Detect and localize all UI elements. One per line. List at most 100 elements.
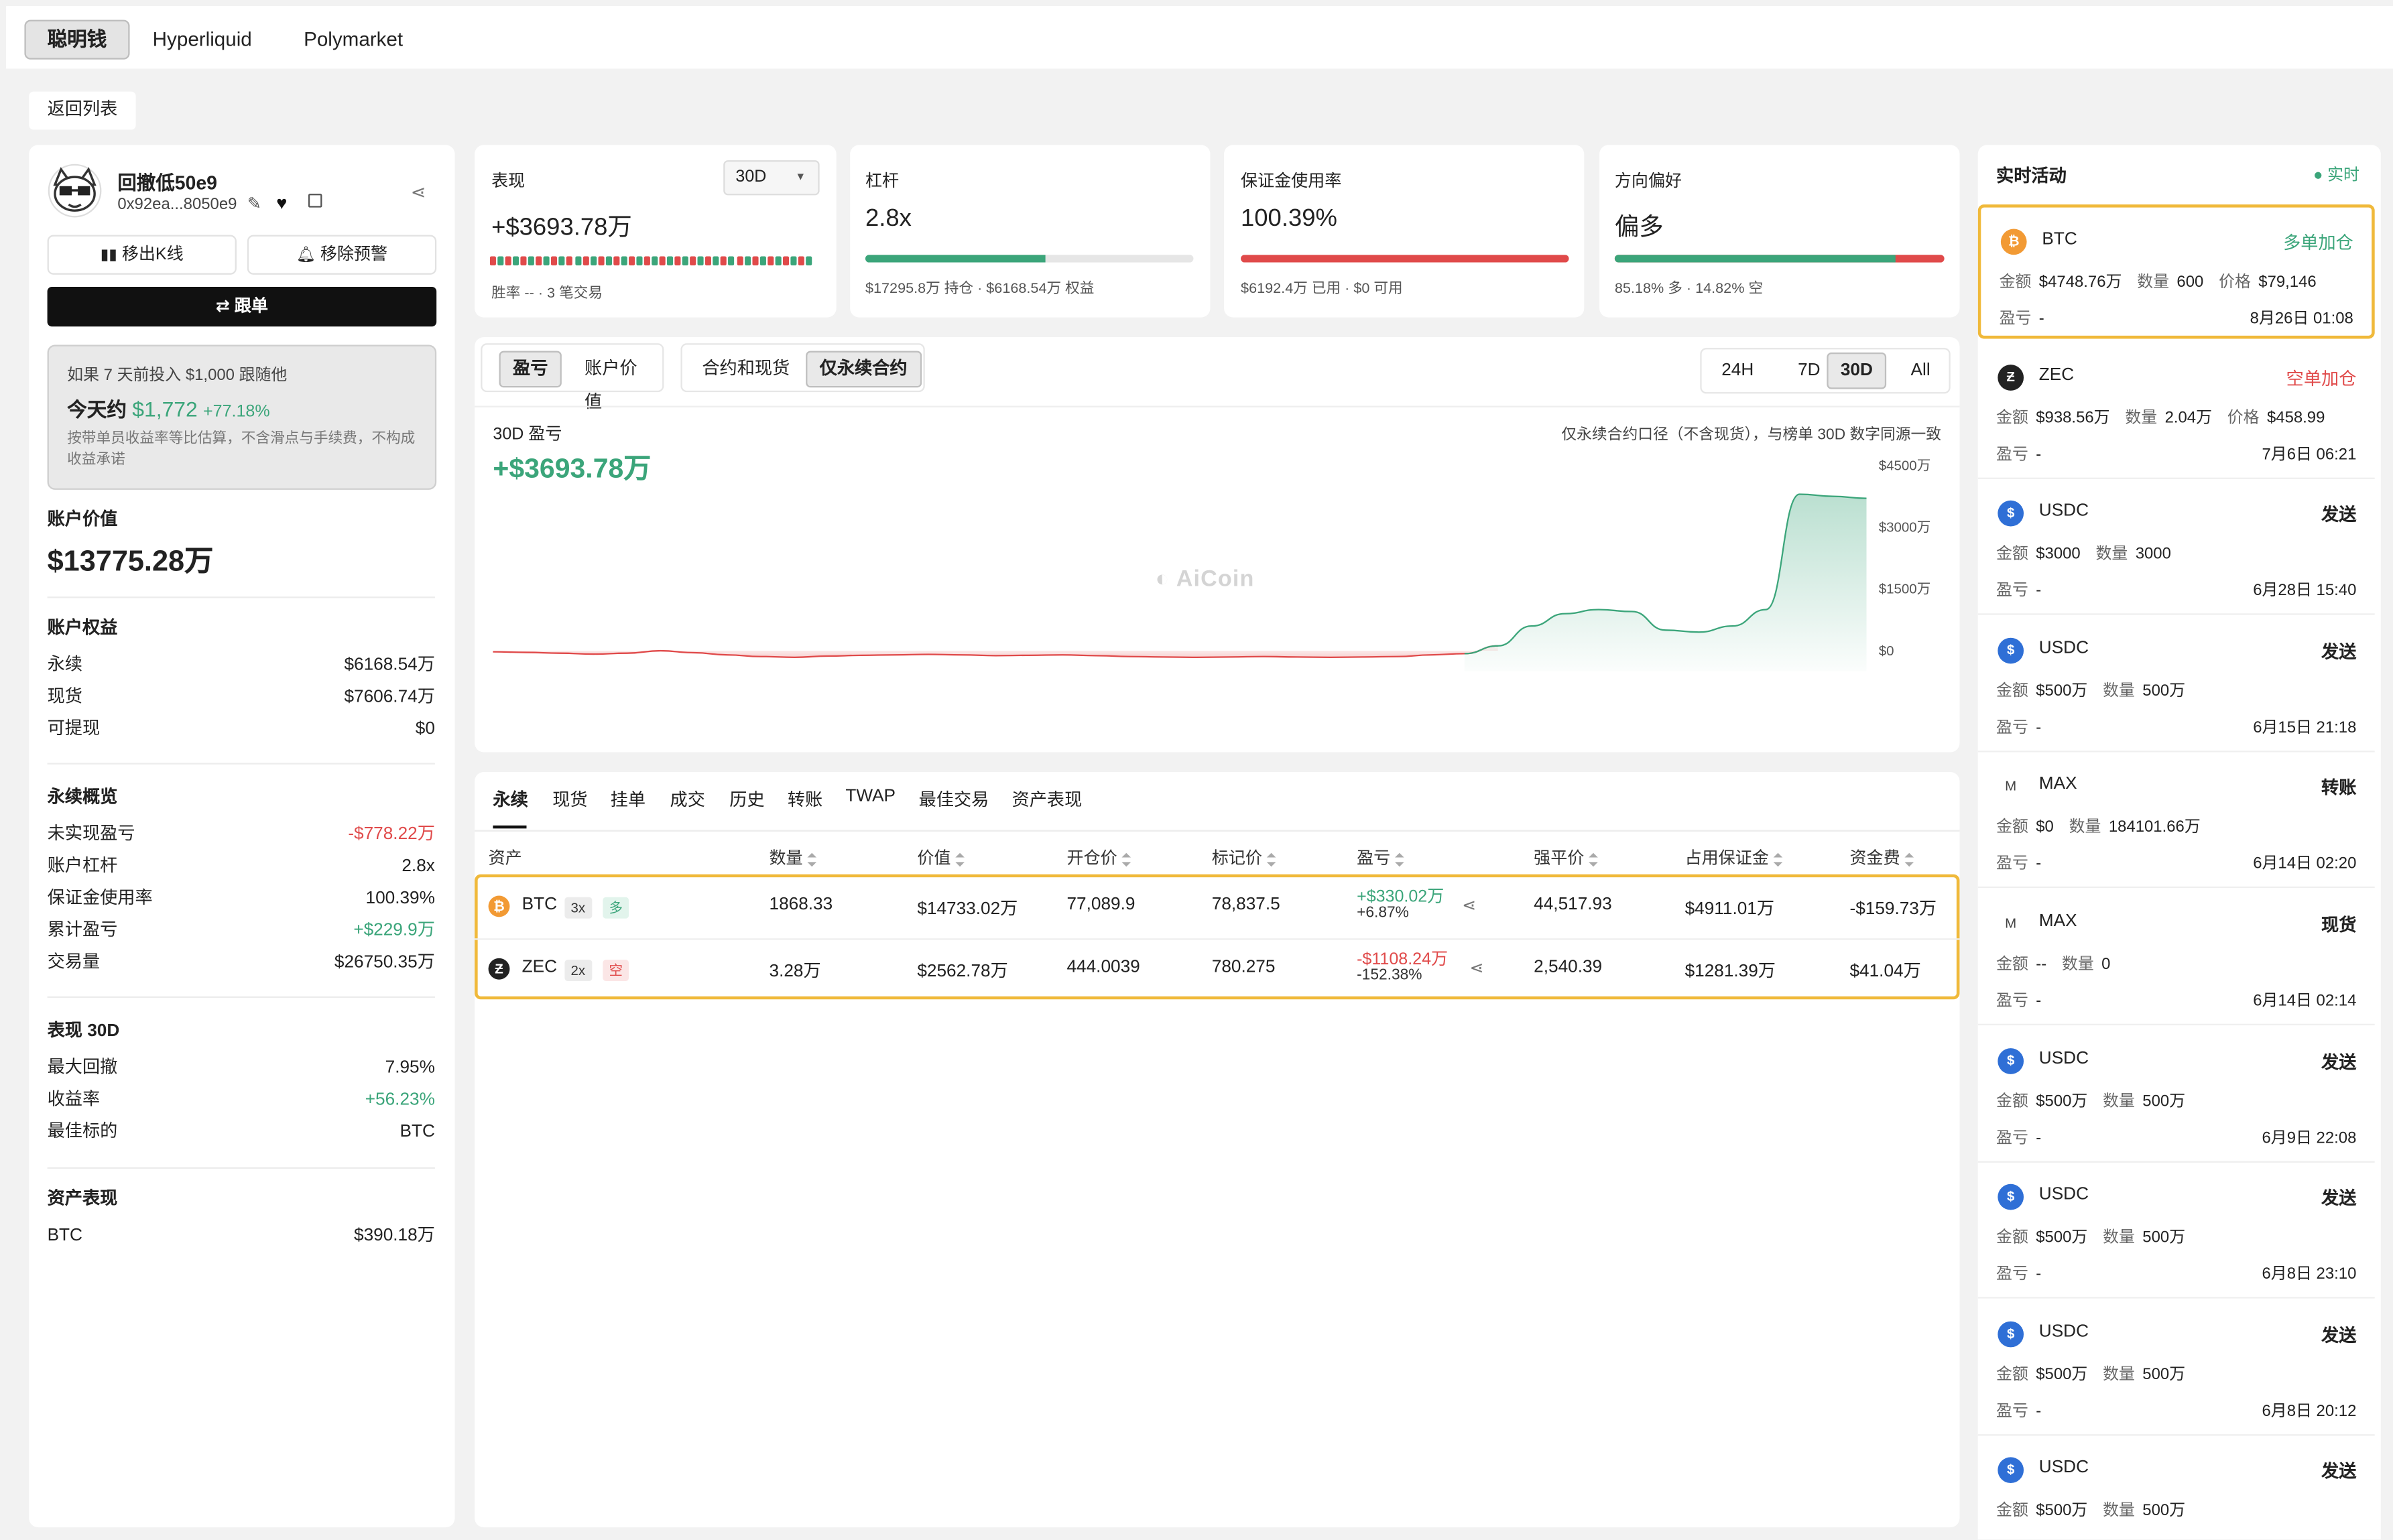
- side-badge: 多: [603, 897, 629, 919]
- activity-pnl: 盈亏 -: [1996, 1399, 2041, 1421]
- remove-alert-button[interactable]: 🔔︎ 移除预警: [247, 235, 437, 275]
- column-header[interactable]: 占用保证金: [1685, 845, 1784, 869]
- heart-icon[interactable]: ♥: [276, 192, 288, 214]
- amount-label: 金额: [1996, 682, 2028, 700]
- copy-icon[interactable]: [308, 194, 322, 208]
- margin-cell: $4911.01万: [1684, 900, 1775, 919]
- table-row[interactable]: Ƶ ZEC 2x 空 3.28万 $2562.78万 444.0039 780.275 -$11…: [475, 938, 1959, 999]
- tab-perp-only[interactable]: 仅永续合约: [806, 350, 922, 388]
- position-tab[interactable]: 最佳交易: [918, 791, 989, 810]
- overview-row-cumulative: 累计盈亏 +$229.9万: [47, 921, 435, 940]
- win-loss-segment: [759, 256, 766, 266]
- column-header[interactable]: 开仓价: [1066, 845, 1132, 869]
- activity-details: 金额 $500万 数量 500万: [1996, 1089, 2201, 1112]
- activity-item[interactable]: $ USDC 发送 金额 $500万 数量 500万 盈亏 - 6月8日 23:10: [1977, 1163, 2375, 1299]
- amount-label: 金额: [1996, 1092, 2028, 1110]
- zec-coin-icon: Ƶ: [488, 958, 510, 980]
- position-tab[interactable]: TWAP: [845, 787, 896, 806]
- qty-label: 数量: [2069, 818, 2101, 837]
- period-select[interactable]: 30D ▼: [723, 160, 820, 196]
- qty-label: 数量: [2061, 955, 2094, 974]
- perf-note: 胜率 -- · 3 笔交易: [491, 285, 603, 302]
- win-loss-segment: [551, 256, 558, 266]
- column-header[interactable]: 强平价: [1534, 845, 1599, 869]
- activity-pnl: 盈亏 -: [1996, 1262, 2041, 1285]
- activity-item[interactable]: $ USDC 发送 金额 $500万 数量 500万 盈亏 - 6月15日 21:18: [1977, 616, 2375, 752]
- trader-name: 回撤低50e9: [117, 172, 218, 194]
- win-loss-segment: [520, 256, 527, 266]
- remove-kline-button[interactable]: ▮▮ 移出K线: [47, 235, 237, 275]
- pnl-pct-cell: -152.38%: [1357, 967, 1422, 984]
- win-loss-segment: [690, 256, 696, 266]
- amount-value: $3000: [2036, 545, 2081, 564]
- position-tab[interactable]: 成交: [670, 791, 705, 810]
- column-header[interactable]: 标记价: [1212, 845, 1278, 869]
- pnl-value: -: [2036, 1265, 2042, 1284]
- column-header[interactable]: 盈亏: [1357, 845, 1406, 869]
- position-tab[interactable]: 现货: [552, 791, 588, 810]
- edit-icon[interactable]: ✎: [247, 195, 261, 214]
- tab-perp-and-spot[interactable]: 合约和现货: [702, 360, 790, 379]
- activity-item[interactable]: M MAX 现货 金额 -- 数量 0 盈亏 - 6月14日 02:14: [1977, 889, 2375, 1026]
- table-row[interactable]: ₿ BTC 3x 多 1868.33 $14733.02万 77,089.9 78,837.5…: [475, 876, 1959, 937]
- price-label: 价格: [2227, 408, 2260, 427]
- entry-price-cell: 444.0039: [1066, 958, 1140, 977]
- live-dot-icon: ●: [2313, 166, 2323, 185]
- activity-item[interactable]: M MAX 转账 金额 $0 数量 184101.66万 盈亏 - 6月14日 02:20: [1977, 753, 2375, 889]
- tab-24h[interactable]: 24H: [1721, 361, 1754, 380]
- active-tab-underline: [493, 825, 527, 829]
- share-icon[interactable]: ⋖: [1462, 897, 1477, 916]
- btc-coin-icon: ₿: [2000, 229, 2027, 255]
- tab-7d[interactable]: 7D: [1798, 361, 1821, 380]
- bias-bar: [1614, 255, 1945, 263]
- column-header[interactable]: 价值: [917, 845, 966, 869]
- tab-hyperliquid[interactable]: Hyperliquid: [152, 27, 252, 51]
- pnl-value: -: [2036, 718, 2042, 737]
- top-nav: 聪明钱 Hyperliquid Polymarket: [6, 6, 2393, 69]
- position-tab[interactable]: 转账: [787, 791, 823, 810]
- tab-30d[interactable]: 30D: [1827, 352, 1887, 389]
- follow-trade-button[interactable]: ⇄ 跟单: [47, 287, 437, 327]
- tab-account-value[interactable]: 账户价值: [585, 360, 637, 412]
- back-to-list-button[interactable]: 返回列表: [29, 91, 136, 130]
- activity-type: 发送: [2321, 1464, 2357, 1482]
- sort-icon: [1589, 852, 1599, 867]
- activity-item[interactable]: $ USDC 发送 金额 $3000 数量 3000 盈亏 - 6月28日 15:40: [1977, 479, 2375, 615]
- share-icon[interactable]: ⋖: [1469, 960, 1484, 978]
- column-header[interactable]: 资金费: [1849, 845, 1915, 869]
- tab-smart-money[interactable]: 聪明钱: [24, 19, 130, 60]
- asset-name[interactable]: ZEC: [521, 958, 558, 977]
- tab-polymarket[interactable]: Polymarket: [304, 27, 404, 51]
- pnl-value: -: [2036, 1401, 2042, 1421]
- position-tab[interactable]: 挂单: [610, 791, 646, 810]
- activity-item[interactable]: $ USDC 发送 金额 $500万 数量 500万 盈亏 - 6月8日 20:12: [1977, 1299, 2375, 1436]
- tab-all[interactable]: All: [1910, 361, 1930, 380]
- activity-item[interactable]: $ USDC 发送 金额 $500万 数量 500万: [1978, 1436, 2375, 1539]
- perf-card: 表现 30D ▼ +$3693.78万 胜率 -- · 3 笔交易: [475, 145, 837, 318]
- position-tab[interactable]: 资产表现: [1011, 791, 1083, 810]
- activity-pnl: 盈亏 -: [1996, 1125, 2041, 1148]
- activity-coin: USDC: [2038, 1185, 2089, 1204]
- activity-item[interactable]: ₿ BTC 多单加仓 金额 $4748.76万 数量 600 价格 $79,146 盈亏 - 8月26…: [1977, 204, 2375, 339]
- column-header[interactable]: 数量: [770, 845, 818, 869]
- overview-row-unrealized: 未实现盈亏 -$778.22万: [47, 825, 435, 844]
- activity-coin: USDC: [2038, 1049, 2089, 1068]
- activity-item[interactable]: Ƶ ZEC 空单加仓 金额 $938.56万 数量 2.04万 价格 $458.99 盈亏 - 7月6…: [1977, 342, 2375, 478]
- activity-details: 金额 $500万 数量 500万: [1996, 1362, 2201, 1385]
- perf30-row-best: 最佳标的 BTC: [47, 1122, 435, 1142]
- y-tick-label: $0: [1879, 643, 1894, 659]
- perf-title: 表现: [491, 172, 526, 191]
- asset-name[interactable]: BTC: [521, 895, 558, 914]
- position-tab[interactable]: 历史: [729, 791, 765, 810]
- pnl-label: 盈亏: [1996, 1401, 2028, 1421]
- tab-pnl[interactable]: 盈亏: [499, 350, 562, 388]
- bias-note: 85.18% 多 · 14.82% 空: [1614, 280, 1764, 298]
- position-tab[interactable]: 永续: [493, 791, 528, 810]
- activity-pnl: 盈亏 -: [1996, 988, 2041, 1011]
- win-loss-segment: [489, 256, 496, 266]
- qty-label: 数量: [2095, 545, 2128, 564]
- qty-label: 数量: [2125, 408, 2158, 427]
- row-divider: [475, 938, 1960, 940]
- share-icon[interactable]: ⋖: [410, 181, 426, 203]
- activity-item[interactable]: $ USDC 发送 金额 $500万 数量 500万 盈亏 - 6月9日 22:08: [1977, 1026, 2375, 1162]
